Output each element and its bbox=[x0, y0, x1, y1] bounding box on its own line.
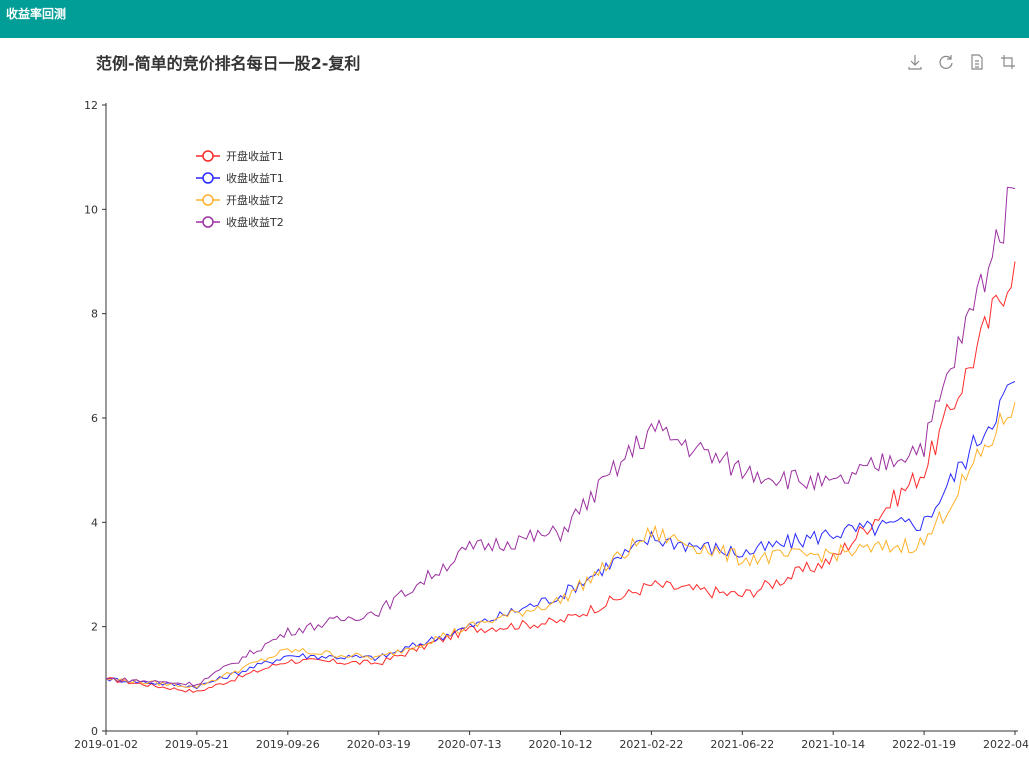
legend-label[interactable]: 开盘收益T2 bbox=[226, 193, 284, 207]
x-tick-label: 2021-10-14 bbox=[801, 738, 865, 751]
series-line[interactable] bbox=[105, 186, 1016, 687]
legend-marker[interactable] bbox=[202, 194, 214, 206]
legend-marker[interactable] bbox=[202, 172, 214, 184]
x-tick-label: 2021-06-22 bbox=[710, 738, 774, 751]
app-header: 收益率回测 bbox=[0, 0, 1029, 38]
legend-marker[interactable] bbox=[202, 216, 214, 228]
x-tick-label: 2019-09-26 bbox=[256, 738, 320, 751]
series-line[interactable] bbox=[105, 402, 1016, 689]
chart-title: 范例-简单的竞价排名每日一股2-复利 bbox=[96, 54, 361, 73]
chart-toolbox bbox=[905, 52, 1029, 72]
x-tick-label: 2019-05-21 bbox=[165, 738, 229, 751]
download-icon[interactable] bbox=[905, 52, 925, 72]
x-tick-label: 2020-07-13 bbox=[438, 738, 502, 751]
legend-label[interactable]: 开盘收益T1 bbox=[226, 149, 284, 163]
x-tick-label: 2019-01-02 bbox=[74, 738, 138, 751]
series-line[interactable] bbox=[105, 261, 1016, 693]
y-tick-label: 6 bbox=[91, 412, 98, 425]
legend-label[interactable]: 收盘收益T1 bbox=[226, 171, 284, 185]
x-tick-label: 2022-01-19 bbox=[892, 738, 956, 751]
x-tick-label: 2021-02-22 bbox=[619, 738, 683, 751]
y-tick-label: 12 bbox=[84, 99, 98, 112]
app-title: 收益率回测 bbox=[6, 7, 67, 21]
zoom-icon[interactable] bbox=[998, 52, 1018, 72]
x-tick-label: 2020-03-19 bbox=[347, 738, 411, 751]
data-view-icon[interactable] bbox=[967, 52, 987, 72]
x-tick-label: 2020-10-12 bbox=[529, 738, 593, 751]
x-tick-label: 2022-04-15 bbox=[983, 738, 1029, 751]
y-tick-label: 0 bbox=[91, 725, 98, 738]
legend-marker[interactable] bbox=[202, 150, 214, 162]
refresh-icon[interactable] bbox=[936, 52, 956, 72]
y-tick-label: 2 bbox=[91, 621, 98, 634]
y-tick-label: 4 bbox=[91, 516, 98, 529]
y-tick-label: 8 bbox=[91, 308, 98, 321]
legend-label[interactable]: 收盘收益T2 bbox=[226, 215, 284, 229]
y-tick-label: 10 bbox=[84, 203, 98, 216]
series-line[interactable] bbox=[105, 381, 1016, 690]
